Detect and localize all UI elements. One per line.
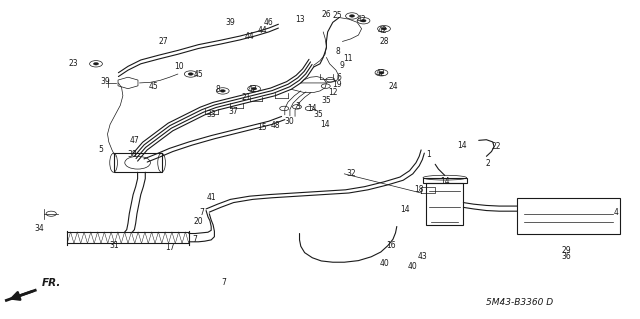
Text: 26: 26 (321, 10, 332, 19)
Text: 11: 11 (343, 54, 352, 63)
Text: 7: 7 (221, 278, 227, 287)
Text: 7: 7 (199, 208, 204, 217)
Text: 25: 25 (332, 11, 342, 20)
Text: 10: 10 (174, 63, 184, 71)
Text: 19: 19 (332, 80, 342, 89)
Text: 14: 14 (400, 205, 410, 214)
Circle shape (349, 15, 355, 17)
Bar (114, 153, 161, 172)
Text: 14: 14 (320, 120, 330, 129)
Text: 30: 30 (284, 117, 294, 126)
Text: 41: 41 (206, 193, 216, 202)
Text: 39: 39 (225, 18, 236, 27)
Text: 24: 24 (388, 82, 399, 91)
Text: 45: 45 (193, 70, 204, 79)
Text: 39: 39 (100, 77, 111, 86)
Text: 9: 9 (340, 61, 345, 70)
Text: FR.: FR. (42, 278, 61, 288)
Text: 42: 42 (248, 85, 258, 94)
Text: 5M43-B3360 D: 5M43-B3360 D (486, 298, 554, 307)
Text: 47: 47 (129, 136, 140, 145)
Text: 21: 21 (242, 93, 251, 102)
Text: 14: 14 (457, 141, 467, 150)
Text: 8: 8 (335, 47, 340, 56)
Text: 28: 28 (380, 37, 388, 46)
Text: 22: 22 (492, 142, 500, 151)
Text: 4: 4 (613, 208, 618, 217)
Text: 38: 38 (127, 150, 138, 159)
Text: 36: 36 (561, 252, 572, 261)
Bar (426, 183, 463, 225)
Circle shape (379, 71, 384, 74)
Text: 48: 48 (270, 121, 280, 130)
Text: 34: 34 (35, 224, 45, 233)
Text: 7: 7 (193, 235, 198, 244)
Text: 31: 31 (109, 241, 119, 250)
Circle shape (361, 19, 366, 22)
Text: 16: 16 (386, 241, 396, 250)
Text: 15: 15 (257, 123, 268, 132)
Circle shape (252, 87, 257, 90)
Text: 3: 3 (295, 102, 300, 111)
Text: 8: 8 (215, 85, 220, 94)
Text: 29: 29 (561, 246, 572, 255)
Bar (423, 178, 467, 183)
Text: 35: 35 (313, 110, 323, 119)
Text: 40: 40 (407, 262, 417, 271)
Text: 46: 46 (264, 18, 274, 27)
Text: 2: 2 (485, 159, 490, 168)
Text: 33: 33 (206, 110, 216, 119)
Text: 12: 12 (328, 88, 337, 97)
Text: 45: 45 (148, 82, 159, 91)
Text: 32: 32 (346, 169, 356, 178)
Text: 44: 44 (257, 26, 268, 35)
Text: 6: 6 (337, 73, 342, 82)
Text: 42: 42 (378, 26, 388, 35)
Circle shape (220, 90, 225, 92)
Text: 44: 44 (244, 32, 255, 41)
Text: 1: 1 (426, 150, 431, 159)
Circle shape (93, 63, 99, 65)
Text: 37: 37 (228, 107, 239, 116)
Text: 43: 43 (417, 252, 428, 261)
Text: 20: 20 (193, 217, 204, 226)
Text: 18: 18 (415, 185, 424, 194)
Text: 17: 17 (164, 243, 175, 252)
Text: 5: 5 (99, 145, 104, 154)
Bar (517, 198, 620, 234)
Circle shape (381, 27, 387, 30)
Text: 27: 27 (158, 37, 168, 46)
Text: 14: 14 (440, 177, 450, 186)
Text: 42: 42 (376, 69, 386, 78)
Text: 14: 14 (307, 104, 317, 113)
Text: 23: 23 (68, 59, 79, 68)
Text: 13: 13 (294, 15, 305, 24)
Text: 42: 42 (356, 15, 367, 24)
Text: 35: 35 (321, 96, 332, 105)
Circle shape (188, 73, 193, 75)
Text: 40: 40 (379, 259, 389, 268)
